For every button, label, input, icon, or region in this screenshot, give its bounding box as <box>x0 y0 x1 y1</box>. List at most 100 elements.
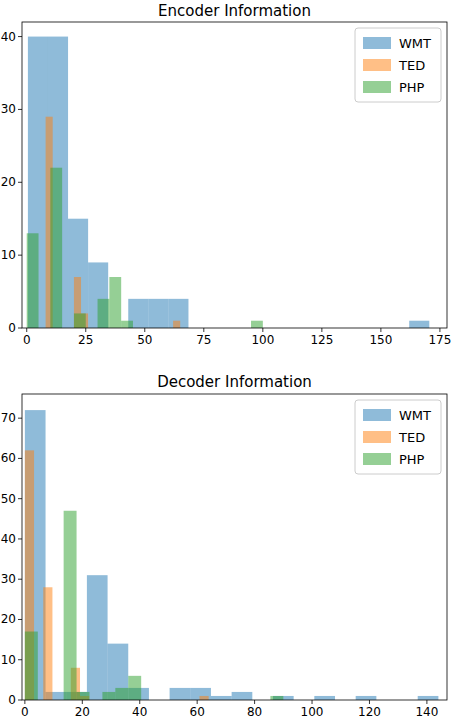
chart: Decoder Information 0 20 40 60 80 100 120 140 0 10… <box>1 373 447 719</box>
x-tick-label: 25 <box>78 333 93 347</box>
y-tick-label: 0 <box>8 693 16 707</box>
legend-label: PHP <box>399 452 425 467</box>
hist-bar <box>87 575 108 700</box>
legend-box <box>355 28 441 102</box>
hist-bar <box>109 277 121 328</box>
x-tick <box>439 328 440 332</box>
hist-bar <box>148 299 168 328</box>
hist-bar <box>64 511 77 700</box>
x-tick <box>312 700 313 704</box>
chart: Encoder Information 0 25 50 75 100 125 150 175 0 1… <box>1 2 452 347</box>
hist-bar <box>418 696 439 700</box>
hist-bar <box>409 321 429 328</box>
y-tick <box>18 458 22 459</box>
hist-bar <box>77 692 90 700</box>
x-tick-label: 100 <box>251 333 274 347</box>
y-tick <box>18 36 22 37</box>
hist-bar <box>251 321 263 328</box>
y-tick-label: 50 <box>1 492 16 506</box>
hist-bar <box>43 587 52 700</box>
hist-bar <box>102 692 115 700</box>
x-tick <box>82 700 83 704</box>
hist-bar <box>168 299 188 328</box>
x-tick-label: 120 <box>358 705 381 719</box>
legend-label: TED <box>398 430 425 445</box>
x-tick <box>139 700 140 704</box>
x-tick-label: 175 <box>428 333 451 347</box>
hist-bar <box>314 696 335 700</box>
x-tick-label: 140 <box>415 705 438 719</box>
legend-swatch <box>363 59 391 71</box>
y-tick-label: 10 <box>1 248 16 262</box>
x-tick <box>85 328 86 332</box>
legend-label: TED <box>398 58 425 73</box>
hist-bar <box>108 644 129 700</box>
y-tick-label: 30 <box>1 102 16 116</box>
x-tick <box>26 328 27 332</box>
x-tick <box>262 328 263 332</box>
y-tick <box>18 579 22 580</box>
x-tick-label: 50 <box>137 333 152 347</box>
hist-bar <box>25 632 38 700</box>
x-tick-label: 20 <box>75 705 90 719</box>
hist-bar <box>50 168 62 328</box>
legend-label: WMT <box>399 408 431 423</box>
y-tick-label: 20 <box>1 612 16 626</box>
legend-label: PHP <box>399 80 425 95</box>
y-tick-label: 70 <box>1 411 16 425</box>
hist-bar <box>356 696 377 700</box>
figure: Encoder Information025507510012515017501… <box>0 0 452 722</box>
x-tick <box>426 700 427 704</box>
y-tick <box>18 328 22 329</box>
y-tick-label: 0 <box>8 321 16 335</box>
x-tick <box>197 700 198 704</box>
legend: WMT TED PHP <box>355 28 441 102</box>
chart-title: Encoder Information <box>158 2 311 20</box>
x-tick-label: 0 <box>21 705 29 719</box>
hist-bar <box>232 692 253 700</box>
hist-bar <box>68 219 88 328</box>
chart-title: Decoder Information <box>157 373 312 391</box>
x-tick-label: 75 <box>196 333 211 347</box>
plot-frame <box>22 22 447 328</box>
hist-bar <box>173 321 180 328</box>
x-tick-label: 80 <box>247 705 262 719</box>
legend-swatch <box>363 431 391 443</box>
hist-bar <box>25 410 46 700</box>
y-tick <box>18 538 22 539</box>
y-tick <box>18 182 22 183</box>
y-tick-label: 30 <box>1 572 16 586</box>
hist-bar <box>48 37 68 328</box>
x-tick-label: 100 <box>301 705 324 719</box>
y-tick <box>18 700 22 701</box>
hist-bar <box>27 233 39 328</box>
y-tick <box>18 255 22 256</box>
y-tick <box>18 659 22 660</box>
y-tick <box>18 418 22 419</box>
y-tick <box>18 109 22 110</box>
x-tick-label: 40 <box>132 705 147 719</box>
y-tick-label: 40 <box>1 30 16 44</box>
x-tick <box>369 700 370 704</box>
hist-bar <box>199 696 208 700</box>
x-tick-label: 125 <box>310 333 333 347</box>
legend-box <box>355 400 441 474</box>
legend-swatch <box>363 409 391 421</box>
legend-swatch <box>363 81 391 93</box>
legend-swatch <box>363 453 391 465</box>
hist-bar <box>74 313 86 328</box>
x-tick <box>380 328 381 332</box>
plot-area <box>25 410 439 700</box>
hist-bar <box>270 696 283 700</box>
hist-bar <box>170 688 191 700</box>
y-tick <box>18 498 22 499</box>
y-tick-label: 20 <box>1 175 16 189</box>
x-tick-label: 150 <box>369 333 392 347</box>
x-tick-label: 0 <box>23 333 31 347</box>
x-tick-label: 60 <box>190 705 205 719</box>
legend-label: WMT <box>399 36 431 51</box>
x-tick <box>203 328 204 332</box>
plot-frame <box>22 394 447 700</box>
y-tick-label: 10 <box>1 653 16 667</box>
hist-bar <box>128 676 141 700</box>
